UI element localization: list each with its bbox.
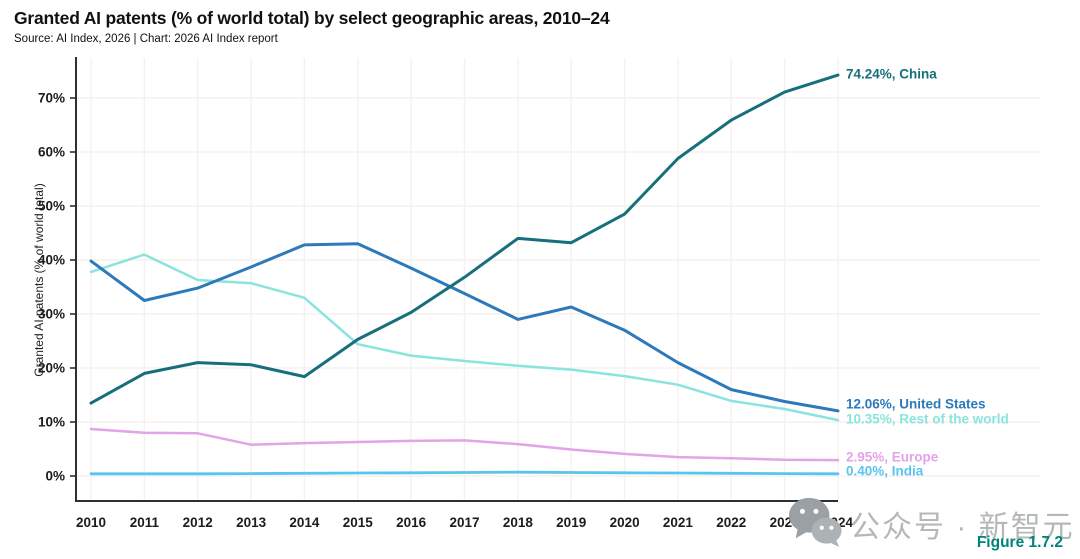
y-tick-label: 60% (38, 145, 65, 160)
x-tick-label: 2022 (716, 515, 746, 530)
series-end-label-united-states: 12.06%, United States (846, 396, 986, 411)
watermark-text: 公众号 · 新智元 (850, 510, 1075, 544)
chart-source-line: Source: AI Index, 2026 | Chart: 2026 AI … (14, 33, 278, 45)
x-tick-label: 2016 (396, 515, 427, 530)
y-tick-label: 50% (38, 199, 65, 214)
x-tick-label: 2013 (236, 515, 267, 530)
series-line-united-states (89, 242, 840, 413)
x-tick-label: 2020 (610, 515, 640, 530)
series-line-europe (89, 427, 840, 462)
y-tick-label: 10% (38, 415, 65, 430)
series-end-label-india: 0.40%, India (846, 463, 924, 478)
watermark: 公众号 · 新智元 (786, 494, 1075, 553)
x-tick-label: 2011 (130, 515, 160, 530)
y-tick-label: 40% (38, 253, 65, 268)
x-tick-label: 2010 (76, 515, 106, 530)
series-end-label-rest-of-the-world: 10.35%, Rest of the world (846, 412, 1009, 427)
x-tick-label: 2012 (183, 515, 213, 530)
x-tick-label: 2021 (663, 515, 694, 530)
x-tick-label: 2014 (289, 515, 320, 530)
figure-number: Figure 1.7.2 (976, 534, 1063, 551)
series-line-china (89, 73, 840, 405)
x-tick-label: 2017 (449, 515, 479, 530)
page-title: Granted AI patents (% of world total) by… (14, 8, 610, 28)
series-end-label-china: 74.24%, China (846, 67, 937, 82)
x-tick-label: 2018 (503, 515, 534, 530)
x-tick-label: 2015 (343, 515, 374, 530)
series-line-india (89, 470, 840, 476)
y-tick-label: 30% (38, 307, 65, 322)
y-tick-label: 20% (38, 361, 65, 376)
y-axis-label: Granted AI patents (% of world total) (32, 183, 46, 377)
series-end-label-europe: 2.95%, Europe (846, 450, 939, 465)
y-tick-label: 70% (38, 91, 65, 106)
y-tick-label: 0% (45, 469, 65, 484)
x-tick-label: 2019 (556, 515, 586, 530)
wechat-icon (786, 494, 844, 553)
